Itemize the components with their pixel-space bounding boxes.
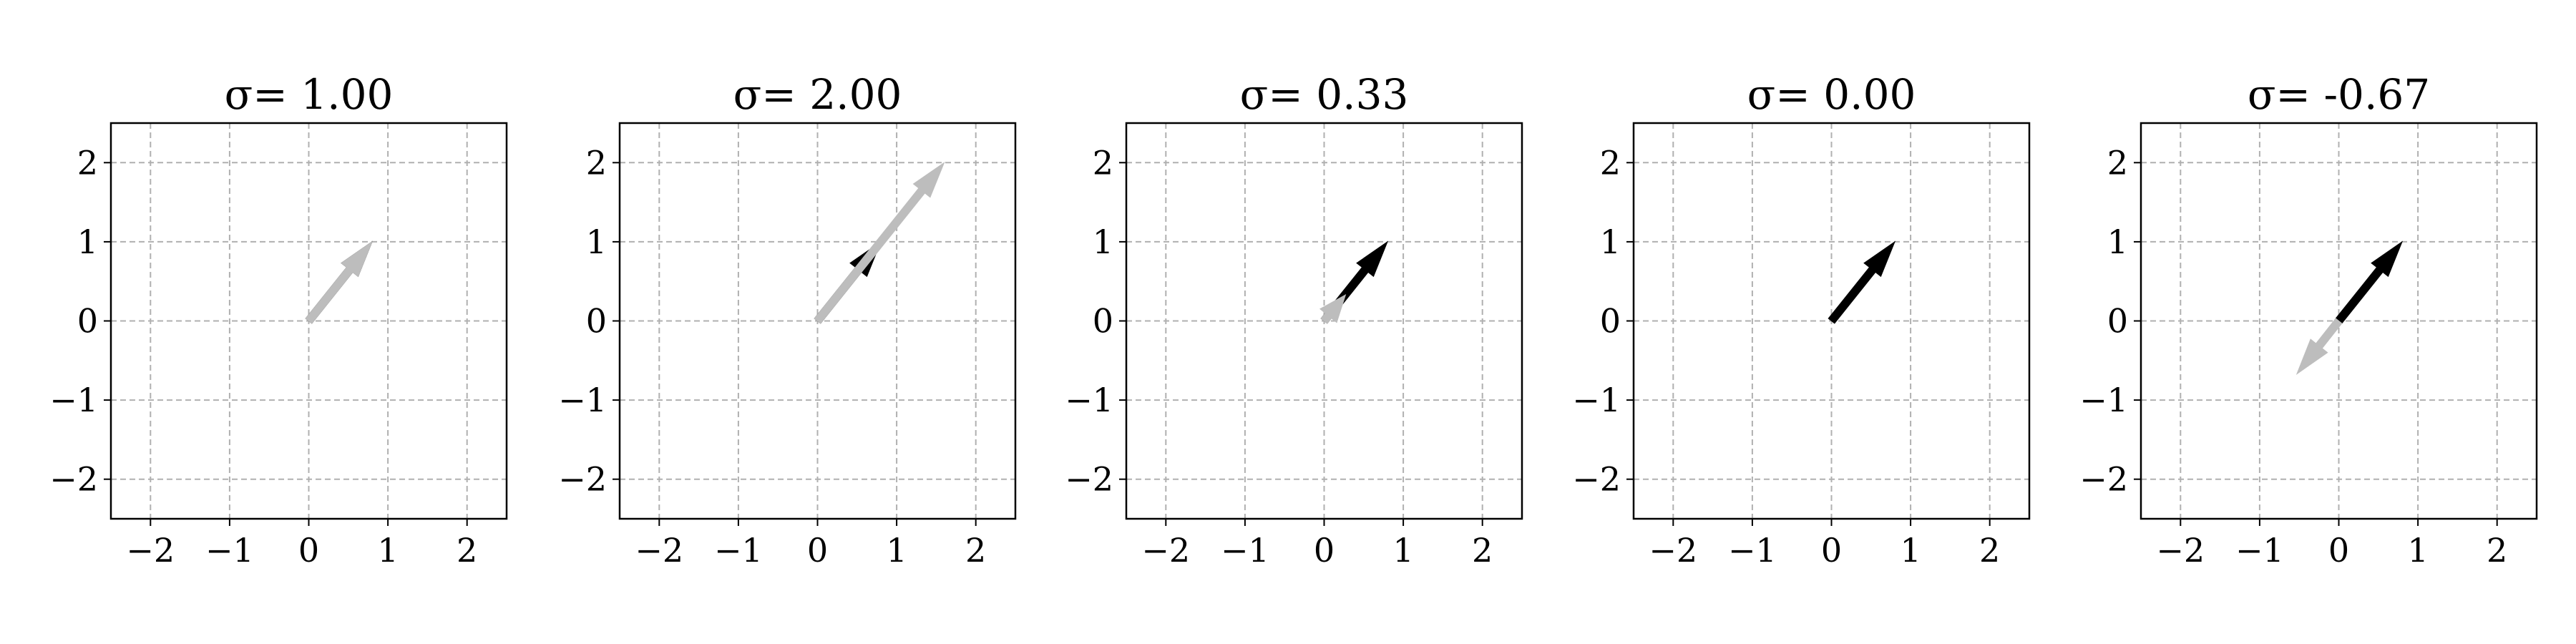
x-tick-label: −1 (1728, 531, 1777, 570)
x-tick-label: −2 (1649, 531, 1697, 570)
y-tick-label: 2 (1600, 143, 1621, 182)
y-tick-label: −2 (2079, 460, 2128, 499)
x-tick-label: 1 (377, 531, 398, 570)
y-tick-label: 1 (2107, 223, 2128, 261)
x-tick-label: −2 (2156, 531, 2205, 570)
y-tick-label: −2 (558, 460, 607, 499)
chart-title: σ= 0.00 (1747, 70, 1916, 119)
vector-arrow-gray (2296, 318, 2343, 375)
x-tick-label: 1 (1900, 531, 1921, 570)
y-tick-label: −2 (1572, 460, 1621, 499)
x-tick-label: 0 (1314, 531, 1335, 570)
y-tick-label: 0 (1600, 302, 1621, 341)
chart-panel-2: −2 −1 0 1 2 −2 −1 0 1 2 σ= 2.00 (558, 70, 1017, 570)
x-tick-label: −1 (205, 531, 254, 570)
chart-title: σ= 2.00 (733, 70, 902, 119)
x-tick-label: 2 (1472, 531, 1493, 570)
x-tick-label: −1 (1221, 531, 1269, 570)
chart-panel-4: −2 −1 0 1 2 −2 −1 0 1 2 σ= 0.00 (1572, 70, 2031, 570)
chart-panel-3: −2 −1 0 1 2 −2 −1 0 1 2 σ= 0.33 (1065, 70, 1523, 570)
y-tick-label: 2 (77, 143, 98, 182)
chart-title: σ= 1.00 (225, 70, 394, 119)
x-tick-label: 2 (1979, 531, 2000, 570)
x-tick-label: 2 (965, 531, 986, 570)
y-tick-label: 0 (77, 302, 98, 341)
chart-title: σ= 0.33 (1240, 70, 1409, 119)
x-tick-label: 2 (457, 531, 477, 570)
vector-arrow-gray (814, 161, 945, 324)
y-tick-label: 1 (1600, 223, 1621, 261)
x-tick-label: 0 (1821, 531, 1842, 570)
chart-panel-5: −2 −1 0 1 2 −2 −1 0 1 2 σ= -0.67 (2079, 70, 2538, 570)
y-tick-label: −1 (49, 381, 98, 419)
y-tick-label: 2 (2107, 143, 2128, 182)
x-tick-label: 1 (2407, 531, 2428, 570)
y-tick-label: 2 (586, 143, 607, 182)
y-tick-label: −1 (2079, 381, 2128, 419)
x-tick-label: 0 (807, 531, 828, 570)
y-tick-label: −1 (1572, 381, 1621, 419)
y-tick-label: 1 (1093, 223, 1113, 261)
y-tick-label: 0 (2107, 302, 2128, 341)
x-tick-label: 1 (886, 531, 907, 570)
y-tick-label: 2 (1093, 143, 1113, 182)
vector-arrow-black (2335, 240, 2404, 324)
y-tick-label: 0 (1093, 302, 1113, 341)
x-tick-label: 2 (2487, 531, 2507, 570)
x-tick-label: −2 (1141, 531, 1190, 570)
x-tick-label: 1 (1392, 531, 1413, 570)
x-tick-label: −1 (714, 531, 763, 570)
x-tick-label: −2 (126, 531, 175, 570)
x-tick-label: 0 (298, 531, 319, 570)
y-tick-label: −1 (1065, 381, 1113, 419)
y-tick-label: −2 (1065, 460, 1113, 499)
y-tick-label: −2 (49, 460, 98, 499)
vector-arrow-gray (1319, 293, 1347, 324)
chart-panel-1: −2 −1 0 1 2 −2 −1 0 1 2 σ= 1.00 (49, 70, 508, 570)
x-tick-label: 0 (2328, 531, 2349, 570)
x-tick-label: −1 (2235, 531, 2284, 570)
vector-arrow-black (1828, 240, 1896, 324)
chart-title: σ= -0.67 (2248, 70, 2430, 119)
y-tick-label: 0 (586, 302, 607, 341)
y-tick-label: 1 (77, 223, 98, 261)
vector-arrow-gray (305, 240, 374, 324)
y-tick-label: −1 (558, 381, 607, 419)
x-tick-label: −2 (635, 531, 683, 570)
y-tick-label: 1 (586, 223, 607, 261)
